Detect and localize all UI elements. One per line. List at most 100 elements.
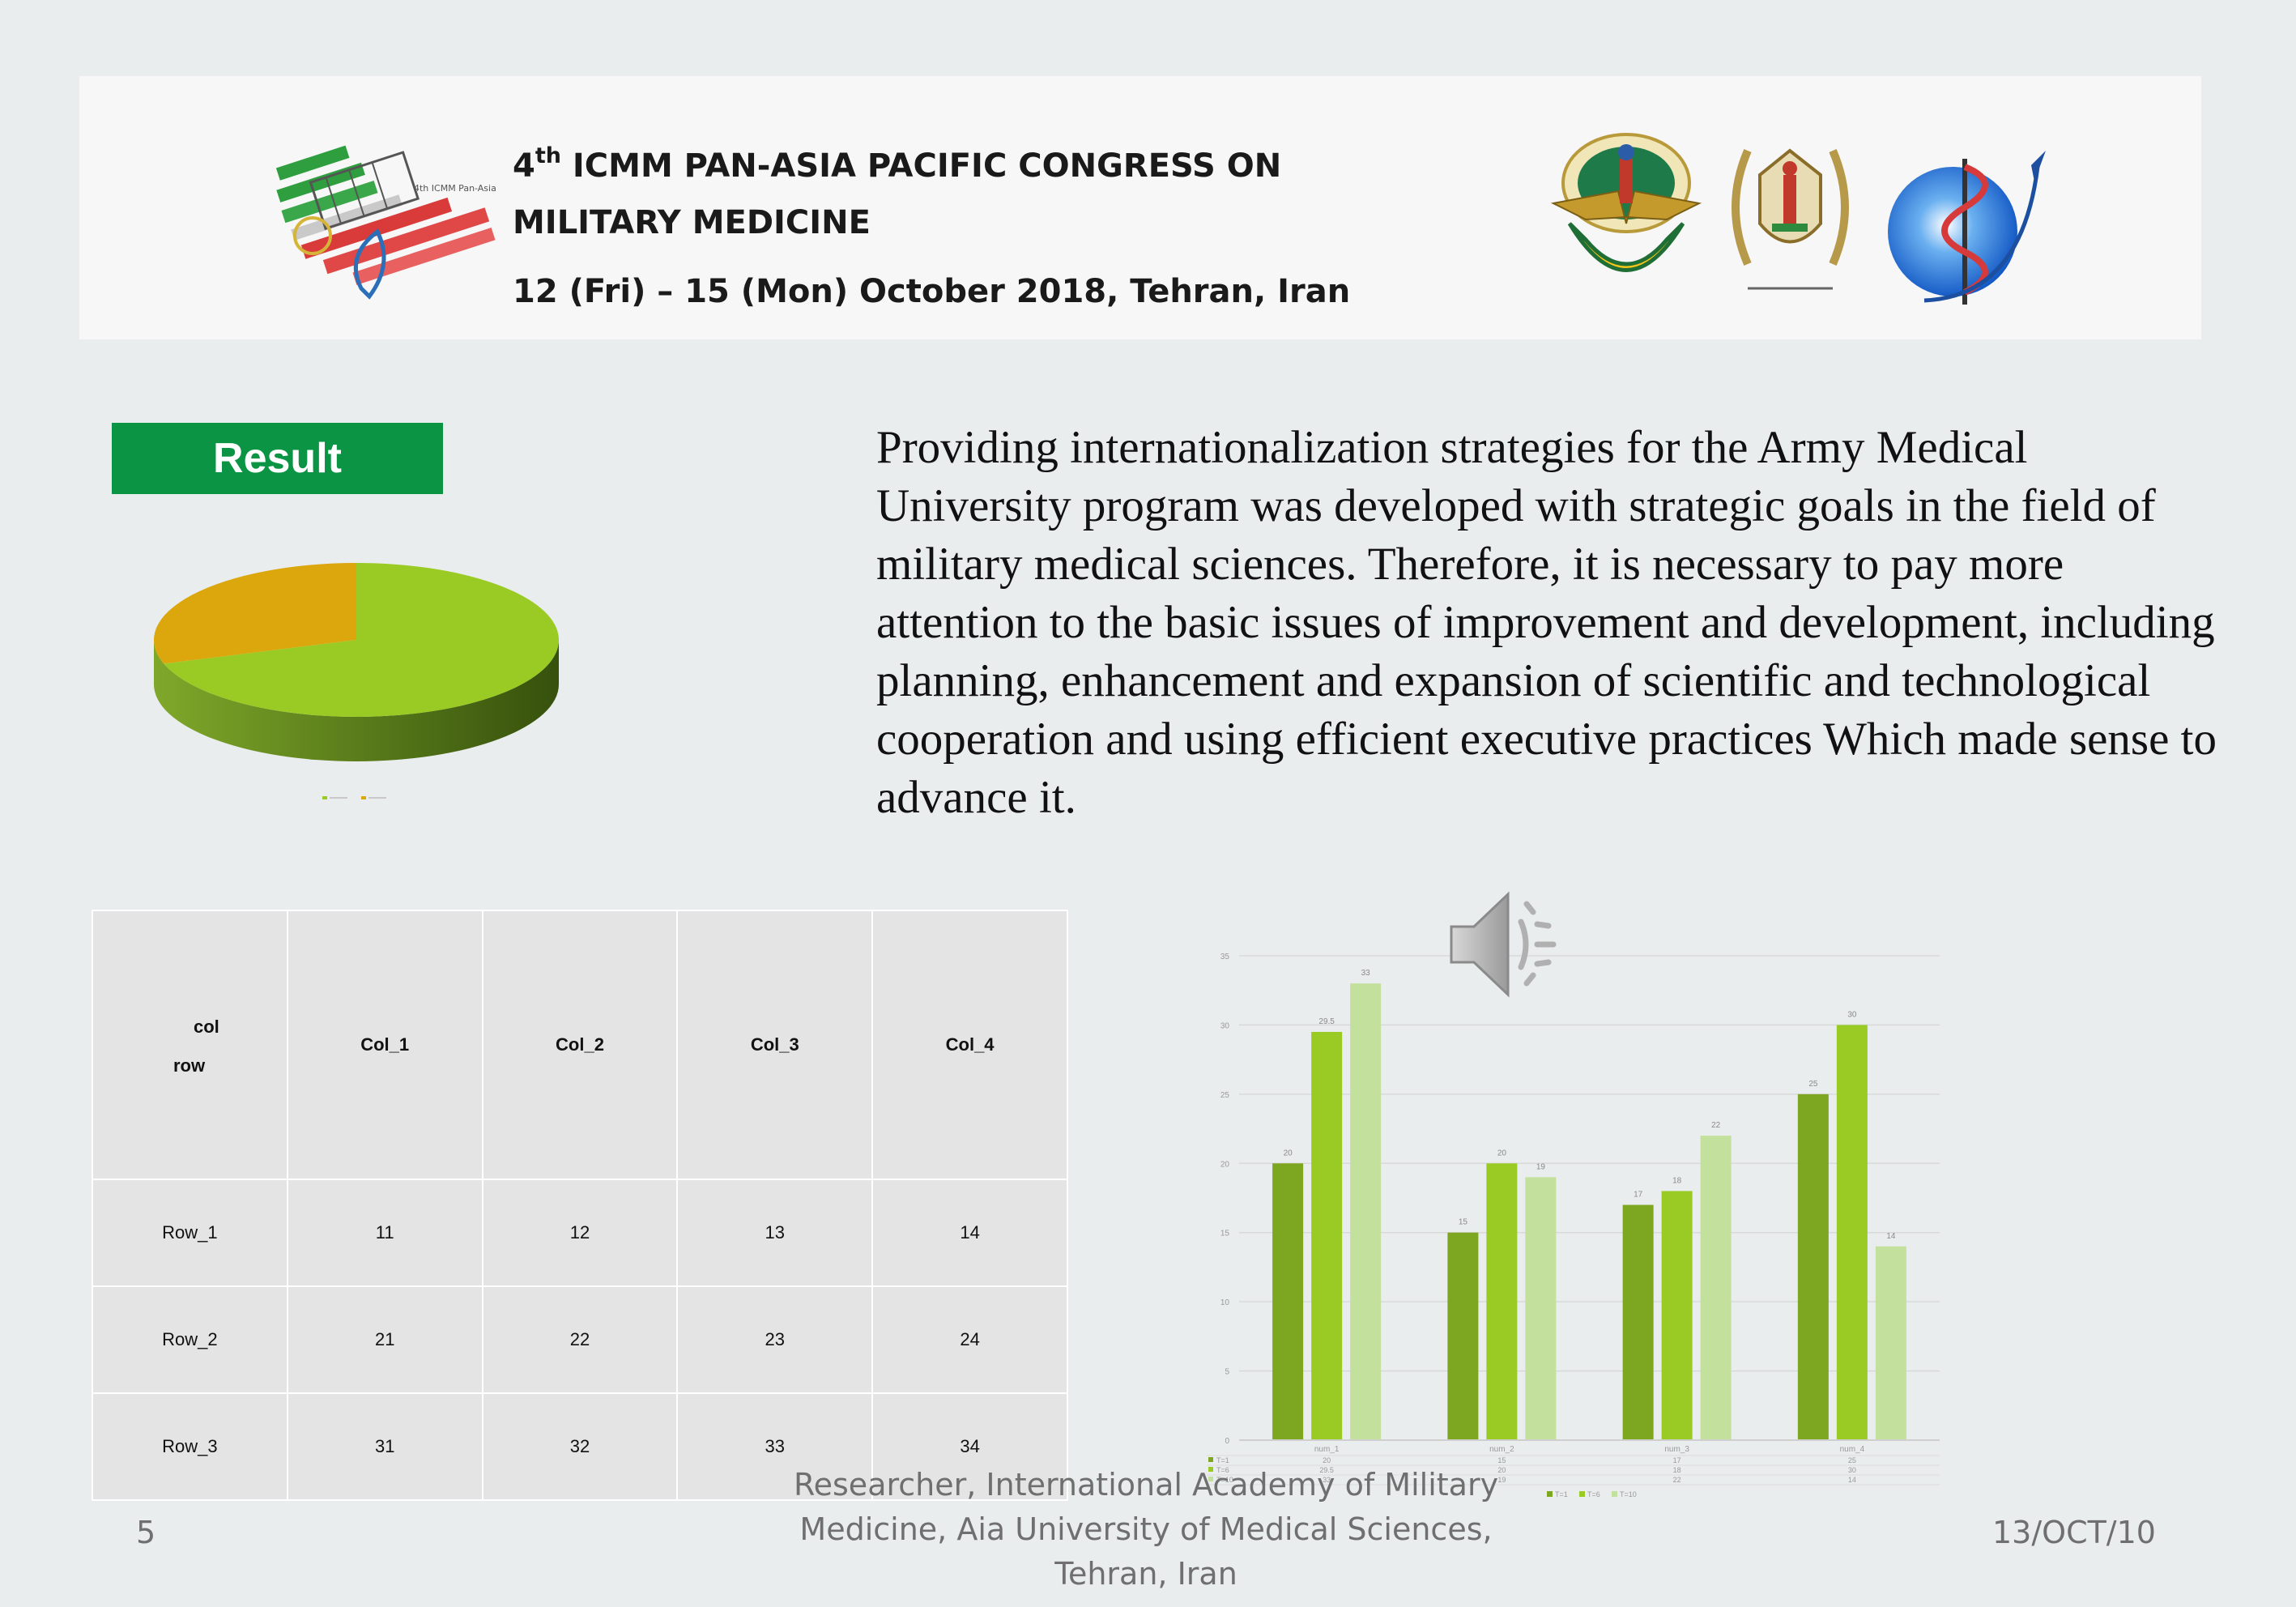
data-table-value: 15	[1497, 1456, 1506, 1464]
table-cell: 12	[481, 1179, 679, 1287]
bar	[1622, 1204, 1654, 1440]
table-cell: 34	[871, 1392, 1068, 1501]
data-table-value: 14	[1848, 1476, 1856, 1484]
data-table-value: 20	[1497, 1466, 1506, 1474]
table-header-cell: Col_4	[871, 910, 1068, 1180]
pie-legend-swatch	[322, 796, 327, 799]
banner-title-line-2: MILITARY MEDICINE	[513, 204, 871, 241]
table-cell: 22	[481, 1285, 679, 1394]
bar-data-label: 25	[1808, 1080, 1818, 1089]
bar-data-label: 22	[1711, 1121, 1721, 1130]
pie-slice	[164, 563, 559, 717]
bar-data-label: 14	[1886, 1232, 1896, 1241]
table-row: Row_3 31 32 33 34	[92, 1392, 1068, 1501]
bar	[1700, 1136, 1732, 1440]
pie-legend-label	[368, 797, 386, 799]
data-table-value: 30	[1848, 1466, 1856, 1474]
bar-data-label: 33	[1361, 969, 1371, 978]
bar-data-label: 29.5	[1318, 1017, 1335, 1026]
bar-data-label: 15	[1459, 1218, 1468, 1227]
data-table-value: 20	[1323, 1456, 1331, 1464]
speaker-icon[interactable]	[1442, 880, 1579, 1009]
table-cell: 33	[676, 1392, 874, 1501]
bar	[1875, 1246, 1906, 1440]
globe-logo-icon	[1888, 151, 2046, 305]
data-table-value: 17	[1673, 1456, 1681, 1464]
bar-chart: 0 5 10 15 20 25 30 35 20 29.5 33 num_1 15 20 19 num_2 17…	[1207, 953, 1940, 1498]
table-header-cell: Col_3	[676, 910, 874, 1180]
legend-swatch	[1547, 1491, 1553, 1497]
bar-data-label: 20	[1284, 1149, 1293, 1157]
svg-text:4th ICMM Pan-Asia: 4th ICMM Pan-Asia	[414, 183, 496, 194]
banner-date-line: 12 (Fri) – 15 (Mon) October 2018, Tehran…	[513, 273, 1351, 310]
congress-banner: 4th ICMM Pan-Asia 4th ICMM PAN-ASIA PACI…	[79, 76, 2201, 339]
table-cell: 32	[481, 1392, 679, 1501]
corner-row-label: row	[173, 1055, 206, 1076]
data-table-series-name: T=10	[1216, 1476, 1233, 1484]
bar	[1272, 1163, 1304, 1440]
bar-data-label: 20	[1497, 1149, 1507, 1157]
legend-swatch	[1579, 1491, 1585, 1497]
bar	[1350, 983, 1382, 1440]
x-category-label: num_2	[1489, 1445, 1514, 1454]
pie-legend-swatch	[361, 796, 366, 799]
legend-swatch	[1612, 1491, 1617, 1497]
row-label-cell: Row_1	[92, 1179, 288, 1287]
army-emblem-icon	[1732, 148, 1849, 290]
table-header-cell: Col_1	[286, 910, 483, 1180]
y-tick-label: 5	[1225, 1368, 1229, 1377]
banner-title-line-1: 4th ICMM PAN-ASIA PACIFIC CONGRESS ON	[513, 143, 1282, 185]
pie-slice	[153, 563, 356, 664]
table-corner-cell: col row	[92, 910, 288, 1180]
data-table-swatch	[1208, 1457, 1213, 1462]
y-tick-label: 20	[1220, 1160, 1230, 1169]
x-category-label: num_4	[1840, 1445, 1865, 1454]
y-tick-label: 35	[1220, 953, 1230, 961]
bar	[1836, 1025, 1868, 1440]
table-row: Row_1 11 12 13 14	[92, 1179, 1068, 1287]
data-table: col row Col_1 Col_2 Col_3 Col_4 Row_1 11…	[92, 910, 1068, 1501]
x-category-label: num_1	[1314, 1445, 1340, 1454]
data-table-value: 18	[1673, 1466, 1681, 1474]
x-category-label: num_3	[1664, 1445, 1689, 1454]
bar	[1525, 1177, 1557, 1440]
data-table-value: 33	[1323, 1476, 1331, 1484]
bar-data-label: 18	[1672, 1176, 1682, 1185]
footer-affiliation-text: Researcher, International Academy of Mil…	[793, 1467, 1499, 1592]
pie-side-wall	[154, 640, 559, 761]
row-label-cell: Row_3	[92, 1392, 288, 1501]
pie-chart	[153, 563, 559, 799]
data-table-value: 19	[1497, 1476, 1506, 1484]
data-table-value: 25	[1848, 1456, 1856, 1464]
y-tick-label: 30	[1220, 1021, 1230, 1030]
slide-date: 13/OCT/10	[1992, 1515, 2156, 1550]
table-cell: 31	[286, 1392, 483, 1501]
table-cell: 21	[286, 1285, 483, 1394]
armed-forces-emblem-icon	[1550, 133, 1702, 272]
table-row: Row_2 21 22 23 24	[92, 1285, 1068, 1394]
table-header-cell: Col_2	[481, 910, 679, 1180]
bar-data-label: 30	[1847, 1010, 1857, 1019]
result-badge: Result	[112, 423, 443, 494]
data-table-value: 22	[1673, 1476, 1681, 1484]
legend-label: T=1	[1555, 1490, 1568, 1498]
y-tick-label: 15	[1220, 1230, 1230, 1238]
bar-data-label: 19	[1536, 1162, 1546, 1171]
description-paragraph: Providing internationalization strategie…	[876, 422, 2217, 823]
bar	[1797, 1093, 1829, 1440]
data-table-series-name: T=6	[1216, 1466, 1229, 1474]
table-cell: 14	[871, 1179, 1068, 1287]
bar	[1311, 1031, 1343, 1440]
y-tick-label: 25	[1220, 1091, 1230, 1100]
table-cell: 11	[286, 1179, 483, 1287]
legend-label: T=10	[1620, 1490, 1637, 1498]
bar-data-label: 17	[1634, 1191, 1643, 1200]
table-cell: 24	[871, 1285, 1068, 1394]
pie-legend-label	[330, 797, 347, 799]
table-header-row: col row Col_1 Col_2 Col_3 Col_4	[92, 910, 1068, 1180]
table-cell: 13	[676, 1179, 874, 1287]
data-table-swatch	[1208, 1467, 1213, 1472]
slide-number: 5	[136, 1515, 156, 1550]
row-label-cell: Row_2	[92, 1285, 288, 1394]
data-table-value: 29.5	[1319, 1466, 1334, 1474]
